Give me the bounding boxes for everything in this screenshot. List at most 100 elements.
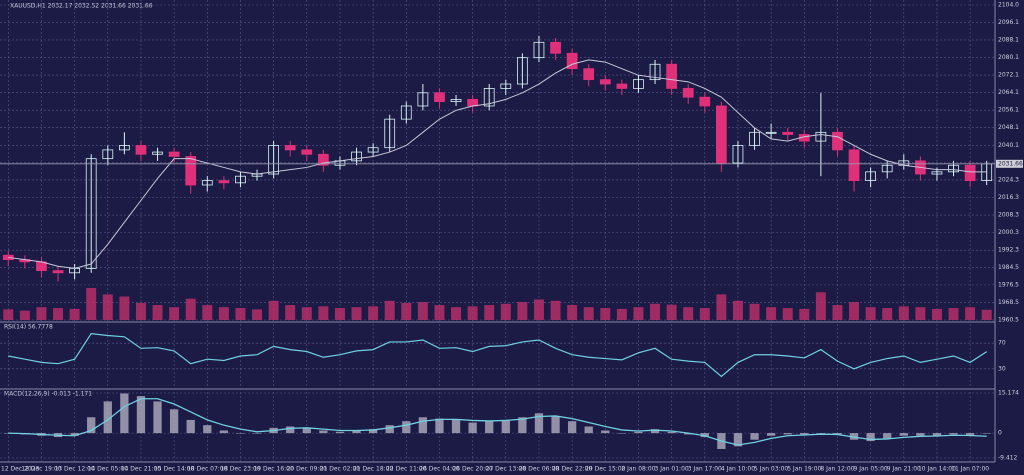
x-tick-label: 2 Jan 08:00 — [621, 466, 655, 473]
macd-bar — [468, 422, 477, 434]
volume-bar — [451, 307, 462, 320]
y-tick-label: 2064.1 — [998, 89, 1019, 96]
volume-bar — [235, 308, 246, 320]
volume-bar — [434, 305, 445, 320]
candle-body — [367, 147, 379, 153]
candle-body — [467, 98, 478, 107]
y-tick-label: 2056.1 — [998, 107, 1019, 114]
volume-bar — [981, 309, 992, 320]
macd-bar — [103, 401, 112, 434]
candle-body — [102, 149, 114, 160]
candle-body — [848, 149, 860, 182]
volume-bar — [550, 300, 561, 320]
candle-body — [284, 145, 296, 151]
x-tick-label: 18 Dec 23:00 — [220, 466, 261, 473]
macd-bar — [833, 433, 842, 435]
macd-bar — [883, 433, 892, 439]
volume-bar — [567, 305, 578, 320]
macd-bar — [451, 419, 461, 434]
macd-bar — [136, 396, 146, 434]
macd-bar — [750, 433, 759, 440]
candle-body — [201, 180, 213, 186]
candle-body — [964, 164, 976, 182]
y-tick-label: 2080.1 — [998, 54, 1019, 61]
volume-bar — [849, 302, 860, 320]
y-tick-label: 1960.5 — [998, 317, 1019, 324]
y-tick-label: 15.174 — [998, 390, 1019, 397]
rsi-line — [8, 332, 988, 378]
macd-bar — [584, 426, 593, 434]
volume-bar — [69, 308, 80, 320]
volume-bar — [766, 307, 777, 320]
macd-bar — [435, 418, 444, 434]
macd-bar — [800, 433, 809, 435]
macd-bar — [932, 433, 942, 436]
y-tick-label: 2008.3 — [998, 212, 1019, 219]
candle-body — [119, 145, 130, 151]
x-tick-label: 12 Dec 2023 — [1, 466, 40, 473]
macd-bar — [87, 417, 96, 434]
macd-bar — [319, 430, 328, 434]
volume-bar — [152, 305, 163, 320]
candle-body — [2, 254, 14, 261]
candle-body — [666, 63, 678, 89]
volume-bar — [732, 300, 743, 320]
candle-body — [185, 156, 197, 186]
x-tick-label: 22 Dec 11:00 — [386, 466, 427, 473]
x-tick-label: 10 Jan 14:00 — [918, 466, 956, 473]
macd-bar — [252, 433, 262, 434]
volume-bar — [600, 308, 611, 320]
macd-bar — [236, 433, 245, 434]
candle-body — [865, 171, 877, 182]
candle-body — [948, 164, 959, 173]
macd-bar — [169, 409, 179, 434]
volume-bar — [633, 307, 644, 320]
x-tick-label: 3 Jan 01:00 — [655, 466, 689, 473]
x-tick-label: 29 Dec 15:00 — [585, 466, 626, 473]
candle-body — [832, 131, 843, 151]
volume-bar — [898, 306, 909, 320]
candle-body — [500, 83, 512, 89]
macd-bar — [567, 421, 577, 434]
candle-body — [52, 270, 64, 274]
candle-body — [301, 149, 313, 155]
rsi-title: RSI(14) 56.7778 — [4, 324, 53, 331]
y-tick-label: 1968.5 — [998, 299, 1019, 306]
volume-bar — [86, 288, 97, 320]
volume-bar — [749, 303, 760, 320]
volume-bar — [36, 307, 47, 320]
y-tick-label: 2016.3 — [998, 194, 1019, 201]
macd-bar — [518, 417, 527, 434]
volume-bar — [185, 298, 196, 320]
macd-bar — [634, 431, 643, 434]
x-tick-label: 26 Dec 04:00 — [419, 466, 460, 473]
x-tick-label: 20 Dec 09:00 — [287, 466, 328, 473]
macd-bar — [982, 433, 991, 434]
volume-bar — [500, 303, 511, 320]
volume-bar — [368, 306, 379, 320]
candle-body — [550, 41, 561, 54]
volume-bar — [318, 306, 329, 320]
macd-bar — [700, 433, 709, 438]
x-tick-label: 9 Jan 21:00 — [887, 466, 921, 473]
x-tick-label: 21 Dec 02:00 — [320, 466, 361, 473]
candle-body — [235, 175, 246, 184]
candle-body — [699, 96, 711, 107]
x-tick-label: 27 Dec 13:00 — [486, 466, 527, 473]
x-tick-label: 12 Dec 19:00 — [21, 466, 62, 473]
volume-bar — [666, 304, 677, 320]
candle-body — [135, 145, 147, 155]
volume-bar — [351, 307, 362, 320]
candle-body — [583, 68, 595, 81]
x-tick-label: 28 Dec 06:00 — [519, 466, 560, 473]
candle-body — [649, 63, 661, 81]
y-tick-label: 2104.0 — [998, 2, 1019, 9]
macd-bar — [965, 433, 975, 436]
macd-bar — [203, 425, 212, 434]
macd-bar — [866, 433, 875, 442]
volume-bar — [268, 300, 279, 320]
volume-bar — [533, 299, 544, 320]
candle-body — [782, 131, 794, 135]
candle-body — [931, 171, 943, 175]
